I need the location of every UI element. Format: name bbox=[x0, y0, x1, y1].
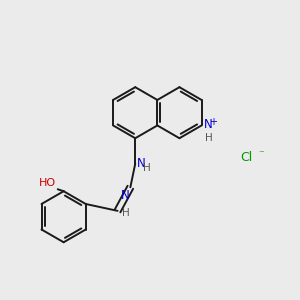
Text: ⁻: ⁻ bbox=[258, 149, 264, 159]
Text: N: N bbox=[203, 118, 212, 131]
Text: H: H bbox=[206, 133, 213, 143]
Text: H: H bbox=[142, 163, 150, 173]
Text: H: H bbox=[122, 208, 129, 218]
Text: N: N bbox=[121, 189, 129, 202]
Text: Cl: Cl bbox=[240, 152, 253, 164]
Text: N: N bbox=[137, 157, 146, 170]
Text: +: + bbox=[209, 116, 217, 127]
Text: HO: HO bbox=[39, 178, 56, 188]
